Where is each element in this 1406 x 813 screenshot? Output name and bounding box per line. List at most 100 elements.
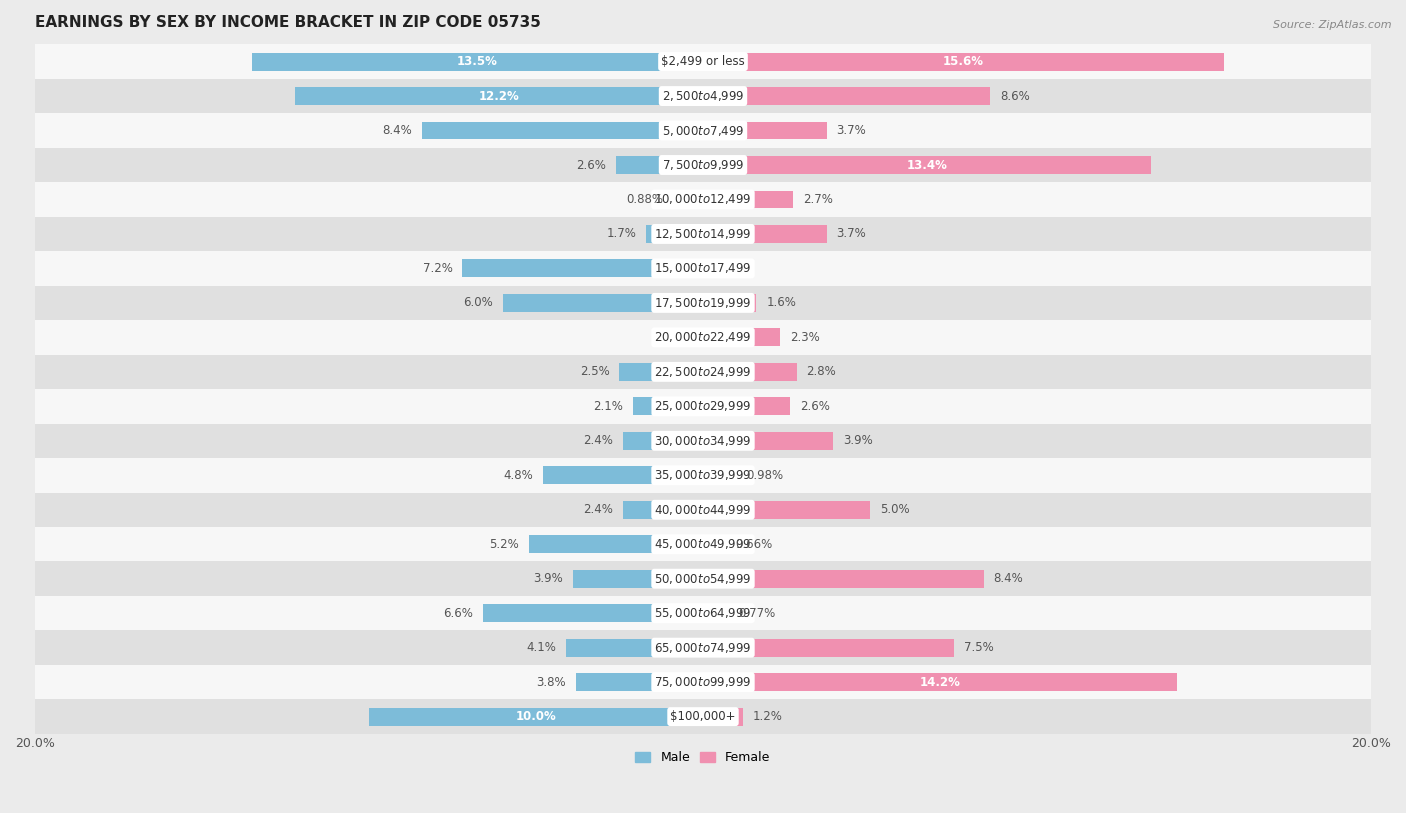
Bar	[703, 294, 756, 312]
Bar	[673, 190, 703, 208]
Bar	[35, 493, 1371, 527]
Text: 5.2%: 5.2%	[489, 537, 519, 550]
Bar	[703, 87, 990, 105]
Bar	[35, 182, 1371, 217]
Text: $35,000 to $39,999: $35,000 to $39,999	[654, 468, 752, 482]
Text: EARNINGS BY SEX BY INCOME BRACKET IN ZIP CODE 05735: EARNINGS BY SEX BY INCOME BRACKET IN ZIP…	[35, 15, 541, 30]
Bar	[35, 665, 1371, 699]
Text: 14.2%: 14.2%	[920, 676, 960, 689]
Bar	[703, 122, 827, 140]
Text: $15,000 to $17,499: $15,000 to $17,499	[654, 262, 752, 276]
Bar	[703, 190, 793, 208]
Text: 15.6%: 15.6%	[943, 55, 984, 68]
Bar	[35, 699, 1371, 734]
Text: $50,000 to $54,999: $50,000 to $54,999	[654, 572, 752, 585]
Bar	[35, 148, 1371, 182]
Text: 20.0%: 20.0%	[1351, 737, 1391, 750]
Bar	[703, 535, 725, 553]
Bar	[35, 251, 1371, 285]
Text: 0.77%: 0.77%	[738, 606, 776, 620]
Text: 2.7%: 2.7%	[803, 193, 834, 206]
Text: $65,000 to $74,999: $65,000 to $74,999	[654, 641, 752, 654]
Bar	[703, 156, 1150, 174]
Text: $12,500 to $14,999: $12,500 to $14,999	[654, 227, 752, 241]
Text: $2,499 or less: $2,499 or less	[661, 55, 745, 68]
Bar	[482, 604, 703, 622]
Bar	[703, 432, 834, 450]
Text: $25,000 to $29,999: $25,000 to $29,999	[654, 399, 752, 413]
Text: 2.4%: 2.4%	[583, 503, 613, 516]
Legend: Male, Female: Male, Female	[630, 746, 776, 769]
Text: 2.6%: 2.6%	[576, 159, 606, 172]
Bar	[252, 53, 703, 71]
Text: 2.6%: 2.6%	[800, 400, 830, 413]
Text: 0.98%: 0.98%	[745, 469, 783, 482]
Text: 6.0%: 6.0%	[463, 297, 492, 310]
Text: $75,000 to $99,999: $75,000 to $99,999	[654, 675, 752, 689]
Bar	[35, 285, 1371, 320]
Text: 8.6%: 8.6%	[1000, 89, 1031, 102]
Bar	[35, 45, 1371, 79]
Bar	[35, 596, 1371, 630]
Bar	[35, 527, 1371, 562]
Bar	[647, 225, 703, 243]
Bar	[703, 363, 797, 380]
Text: 3.9%: 3.9%	[844, 434, 873, 447]
Text: 12.2%: 12.2%	[479, 89, 520, 102]
Text: 6.6%: 6.6%	[443, 606, 472, 620]
Bar	[623, 501, 703, 519]
Bar	[35, 389, 1371, 424]
Text: $100,000+: $100,000+	[671, 710, 735, 723]
Text: $2,500 to $4,999: $2,500 to $4,999	[662, 89, 744, 103]
Text: 8.4%: 8.4%	[382, 124, 412, 137]
Text: 3.7%: 3.7%	[837, 228, 866, 241]
Bar	[463, 259, 703, 277]
Bar	[543, 467, 703, 485]
Bar	[502, 294, 703, 312]
Bar	[368, 707, 703, 725]
Bar	[35, 217, 1371, 251]
Bar	[35, 630, 1371, 665]
Bar	[703, 398, 790, 415]
Text: $7,500 to $9,999: $7,500 to $9,999	[662, 158, 744, 172]
Bar	[35, 320, 1371, 354]
Text: $45,000 to $49,999: $45,000 to $49,999	[654, 537, 752, 551]
Bar	[35, 79, 1371, 113]
Text: $10,000 to $12,499: $10,000 to $12,499	[654, 193, 752, 207]
Bar	[567, 639, 703, 657]
Bar	[703, 673, 1177, 691]
Bar	[703, 639, 953, 657]
Text: 0.66%: 0.66%	[735, 537, 772, 550]
Text: 2.4%: 2.4%	[583, 434, 613, 447]
Bar	[703, 53, 1225, 71]
Text: $55,000 to $64,999: $55,000 to $64,999	[654, 606, 752, 620]
Text: 2.8%: 2.8%	[807, 365, 837, 378]
Bar	[35, 562, 1371, 596]
Text: 3.7%: 3.7%	[837, 124, 866, 137]
Text: $5,000 to $7,499: $5,000 to $7,499	[662, 124, 744, 137]
Text: $40,000 to $44,999: $40,000 to $44,999	[654, 502, 752, 517]
Text: 8.4%: 8.4%	[994, 572, 1024, 585]
Text: 13.5%: 13.5%	[457, 55, 498, 68]
Bar	[295, 87, 703, 105]
Bar	[35, 113, 1371, 148]
Bar	[703, 328, 780, 346]
Text: 10.0%: 10.0%	[516, 710, 557, 723]
Bar	[703, 707, 744, 725]
Bar	[633, 398, 703, 415]
Bar	[422, 122, 703, 140]
Text: 4.1%: 4.1%	[526, 641, 555, 654]
Text: 1.7%: 1.7%	[606, 228, 636, 241]
Text: 7.2%: 7.2%	[423, 262, 453, 275]
Bar	[703, 501, 870, 519]
Text: 3.8%: 3.8%	[537, 676, 567, 689]
Text: 13.4%: 13.4%	[907, 159, 948, 172]
Bar	[35, 458, 1371, 493]
Text: $20,000 to $22,499: $20,000 to $22,499	[654, 330, 752, 345]
Text: 2.1%: 2.1%	[593, 400, 623, 413]
Bar	[572, 570, 703, 588]
Text: 3.9%: 3.9%	[533, 572, 562, 585]
Text: 20.0%: 20.0%	[15, 737, 55, 750]
Text: 1.6%: 1.6%	[766, 297, 796, 310]
Text: 7.5%: 7.5%	[963, 641, 993, 654]
